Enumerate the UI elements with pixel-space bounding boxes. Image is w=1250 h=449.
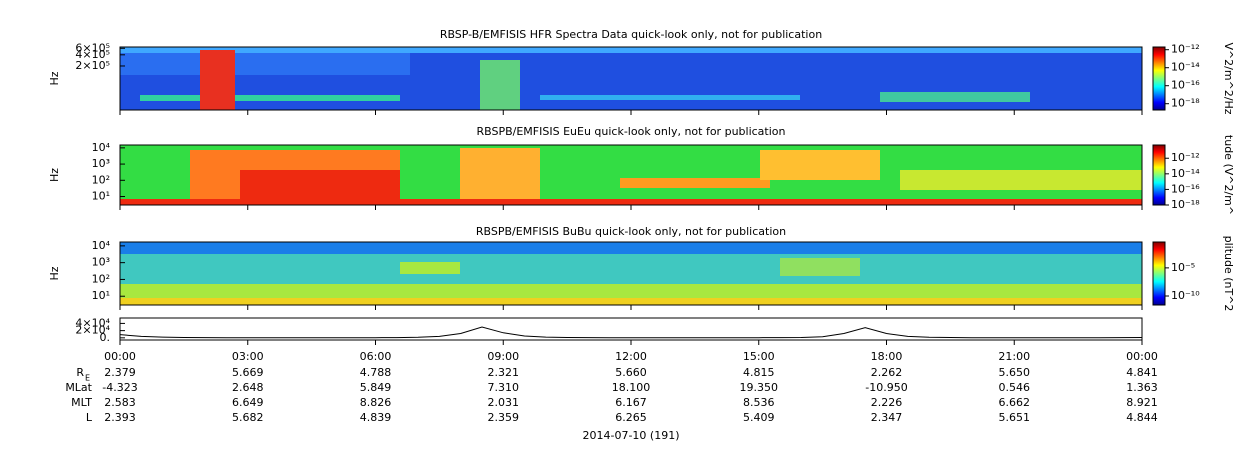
ephemeris-label: R xyxy=(76,366,84,379)
ephemeris-value: 2.262 xyxy=(871,366,903,379)
y-tick-label: 10² xyxy=(92,173,110,186)
y-tick-label: 10¹ xyxy=(92,190,110,203)
ephemeris-value: 18.100 xyxy=(612,381,651,394)
y-axis-label: Hz xyxy=(48,266,61,280)
ephemeris-value: 4.844 xyxy=(1126,411,1158,424)
colorbar xyxy=(1152,241,1166,306)
ephemeris-value: 1.363 xyxy=(1126,381,1158,394)
y-tick-label: 10² xyxy=(92,272,110,285)
y-tick-label: 10³ xyxy=(92,157,110,170)
spectrogram-texture xyxy=(120,47,1142,305)
colorbar-tick-label: 10⁻¹⁶ xyxy=(1171,182,1200,195)
x-axis-label: 2014-07-10 (191) xyxy=(582,429,679,442)
y-tick-label: 10¹ xyxy=(92,289,110,302)
ephemeris-value: -4.323 xyxy=(102,381,137,394)
y-axis-label: Hz xyxy=(48,71,61,85)
colorbar-tick-label: 10⁻¹⁴ xyxy=(1171,167,1200,180)
panel-title: RBSPB/EMFISIS EuEu quick-look only, not … xyxy=(476,125,785,138)
ephemeris-value: -10.950 xyxy=(865,381,907,394)
ephemeris-value: 5.650 xyxy=(999,366,1031,379)
y-tick-label: 10⁴ xyxy=(92,141,111,154)
ephemeris-value: 4.841 xyxy=(1126,366,1158,379)
x-tick-label: 06:00 xyxy=(360,350,392,363)
colorbar xyxy=(1152,46,1166,111)
x-tick-label: 15:00 xyxy=(743,350,775,363)
y-tick-label: 2×10⁴ xyxy=(75,324,110,337)
x-tick-label: 00:00 xyxy=(1126,350,1158,363)
ephemeris-label: L xyxy=(86,411,93,424)
colorbar-label: plitude (nT^2 xyxy=(1222,236,1235,312)
data-line xyxy=(119,326,1143,339)
ephemeris-value: 6.662 xyxy=(999,396,1031,409)
ephemeris-value: 2.359 xyxy=(488,411,520,424)
ephemeris-value: 5.849 xyxy=(360,381,392,394)
y-tick-label: 10⁴ xyxy=(92,239,111,252)
ephemeris-value: 6.167 xyxy=(615,396,647,409)
ephemeris-value: 2.031 xyxy=(488,396,520,409)
colorbar xyxy=(1152,144,1166,206)
x-tick-label: 03:00 xyxy=(232,350,264,363)
colorbar-tick-label: 10⁻¹² xyxy=(1171,151,1200,164)
x-tick-label: 21:00 xyxy=(998,350,1030,363)
ephemeris-value: 4.815 xyxy=(743,366,775,379)
panel-title: RBSPB/EMFISIS BuBu quick-look only, not … xyxy=(476,225,786,238)
x-tick-label: 09:00 xyxy=(487,350,519,363)
colorbar-tick-label: 10⁻¹⁶ xyxy=(1171,79,1200,92)
colorbar-tick-label: 10⁻¹⁰ xyxy=(1171,289,1200,302)
ephemeris-value: 0.546 xyxy=(999,381,1031,394)
colorbar-tick-label: 10⁻⁵ xyxy=(1171,261,1195,274)
y-tick-label: 4×10⁴ xyxy=(75,316,110,329)
x-tick-label: 00:00 xyxy=(104,350,136,363)
ephemeris-value: 2.379 xyxy=(104,366,136,379)
ephemeris-value: 5.669 xyxy=(232,366,264,379)
colorbar-label: V^2/m^2/Hz xyxy=(1222,42,1235,114)
colorbar-tick-label: 10⁻¹⁸ xyxy=(1171,97,1200,110)
colorbar-tick-label: 10⁻¹² xyxy=(1171,43,1200,56)
ephemeris-value: 8.826 xyxy=(360,396,392,409)
ephemeris-value: 5.409 xyxy=(743,411,775,424)
ephemeris-value: 2.648 xyxy=(232,381,264,394)
plot-frame xyxy=(119,317,1143,341)
ephemeris-value: 7.310 xyxy=(488,381,520,394)
ephemeris-value: 4.788 xyxy=(360,366,392,379)
ephemeris-value: 2.347 xyxy=(871,411,903,424)
x-tick-label: 12:00 xyxy=(615,350,647,363)
ephemeris-value: 2.226 xyxy=(871,396,903,409)
ephemeris-value: 5.660 xyxy=(615,366,647,379)
ephemeris-value: 5.682 xyxy=(232,411,264,424)
ephemeris-value: 4.839 xyxy=(360,411,392,424)
y-axis-label: Hz xyxy=(48,168,61,182)
y-tick-label: 6×10⁵ xyxy=(75,41,110,54)
ephemeris-value: 2.583 xyxy=(104,396,136,409)
y-tick-label: 4×10⁵ xyxy=(75,48,110,61)
ephemeris-value: 8.536 xyxy=(743,396,775,409)
y-tick-label: 2×10⁵ xyxy=(75,59,110,72)
ephemeris-value: 2.321 xyxy=(488,366,520,379)
colorbar-tick-label: 10⁻¹⁸ xyxy=(1171,198,1200,211)
y-tick-label: 0. xyxy=(100,331,111,344)
ephemeris-value: 19.350 xyxy=(740,381,779,394)
ephemeris-value: 6.265 xyxy=(615,411,647,424)
colorbar-tick-label: 10⁻¹⁴ xyxy=(1171,61,1200,74)
ephemeris-label: MLT xyxy=(71,396,92,409)
x-tick-label: 18:00 xyxy=(871,350,903,363)
ephemeris-value: 5.651 xyxy=(999,411,1031,424)
ephemeris-value: 2.393 xyxy=(104,411,136,424)
ephemeris-value: 6.649 xyxy=(232,396,264,409)
ephemeris-value: 8.921 xyxy=(1126,396,1158,409)
ephemeris-label: MLat xyxy=(65,381,92,394)
panel-title: RBSP-B/EMFISIS HFR Spectra Data quick-lo… xyxy=(440,28,822,41)
y-tick-label: 10³ xyxy=(92,256,110,269)
ephemeris-label-sub: E xyxy=(85,374,90,383)
colorbar-label: tude (V^2/m^ xyxy=(1222,135,1235,215)
